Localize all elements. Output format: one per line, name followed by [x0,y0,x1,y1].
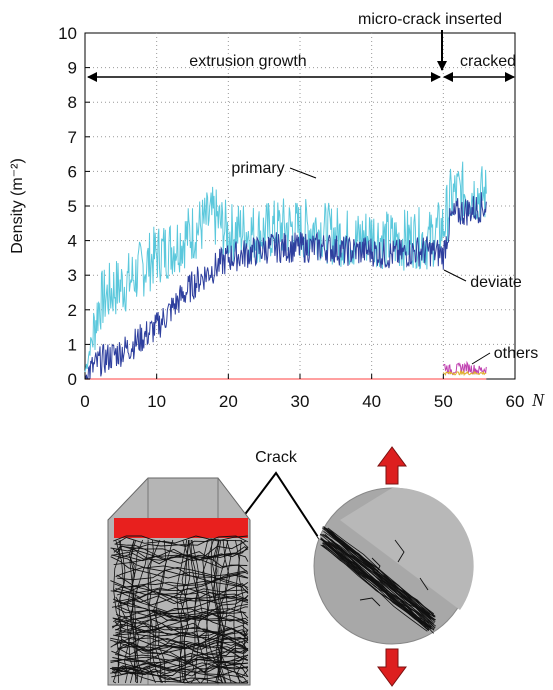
crack-label: Crack [255,449,298,466]
y-tick-label: 7 [68,128,77,147]
crack-leader-lines [239,471,321,541]
primary-leader [289,167,317,179]
x-tick-label: 40 [362,392,381,411]
y-tick-label: 1 [68,335,77,354]
x-tick-label: 30 [291,392,310,411]
slip-band [319,526,437,634]
x-tick-label: 60 [506,392,525,411]
x-tick-label: 50 [434,392,453,411]
x-tick-label: 10 [147,392,166,411]
x-tick-label: 20 [219,392,238,411]
others-leader [471,352,491,365]
deviate-label: deviate [470,274,522,291]
y-axis-label: Density (m⁻²) [9,158,26,254]
cracked-label: cracked [460,53,516,70]
others-label: others [494,345,538,362]
zoom-circle [313,487,474,645]
y-tick-label: 0 [68,370,77,389]
y-tick-label: 10 [58,24,77,43]
dislocation-network [109,535,249,684]
specimen-block [107,477,251,686]
extrusion-growth-label: extrusion growth [189,53,306,70]
crack-illustration: Crack [107,446,474,687]
micro-crack-label: micro-crack inserted [358,11,502,28]
y-tick-label: 4 [68,232,77,251]
deviate-leader [443,269,467,282]
primary-label: primary [231,160,284,177]
y-tick-label: 9 [68,59,77,78]
grid [85,33,515,379]
y-tick-label: 2 [68,301,77,320]
axes: 0 10 20 30 40 50 60 0 1 2 3 4 5 6 7 8 9 10 [58,24,524,411]
series-layer [84,161,487,380]
crack-region [114,518,248,538]
tension-arrow-up [377,446,407,485]
x-tick-label: 0 [80,392,89,411]
y-tick-label: 6 [68,162,77,181]
tension-arrow-down [377,648,407,687]
x-axis-label: N [531,390,545,410]
y-tick-label: 8 [68,93,77,112]
y-tick-label: 3 [68,266,77,285]
deviate-series [84,192,487,380]
y-tick-label: 5 [68,197,77,216]
others-secondary-series [442,369,487,377]
